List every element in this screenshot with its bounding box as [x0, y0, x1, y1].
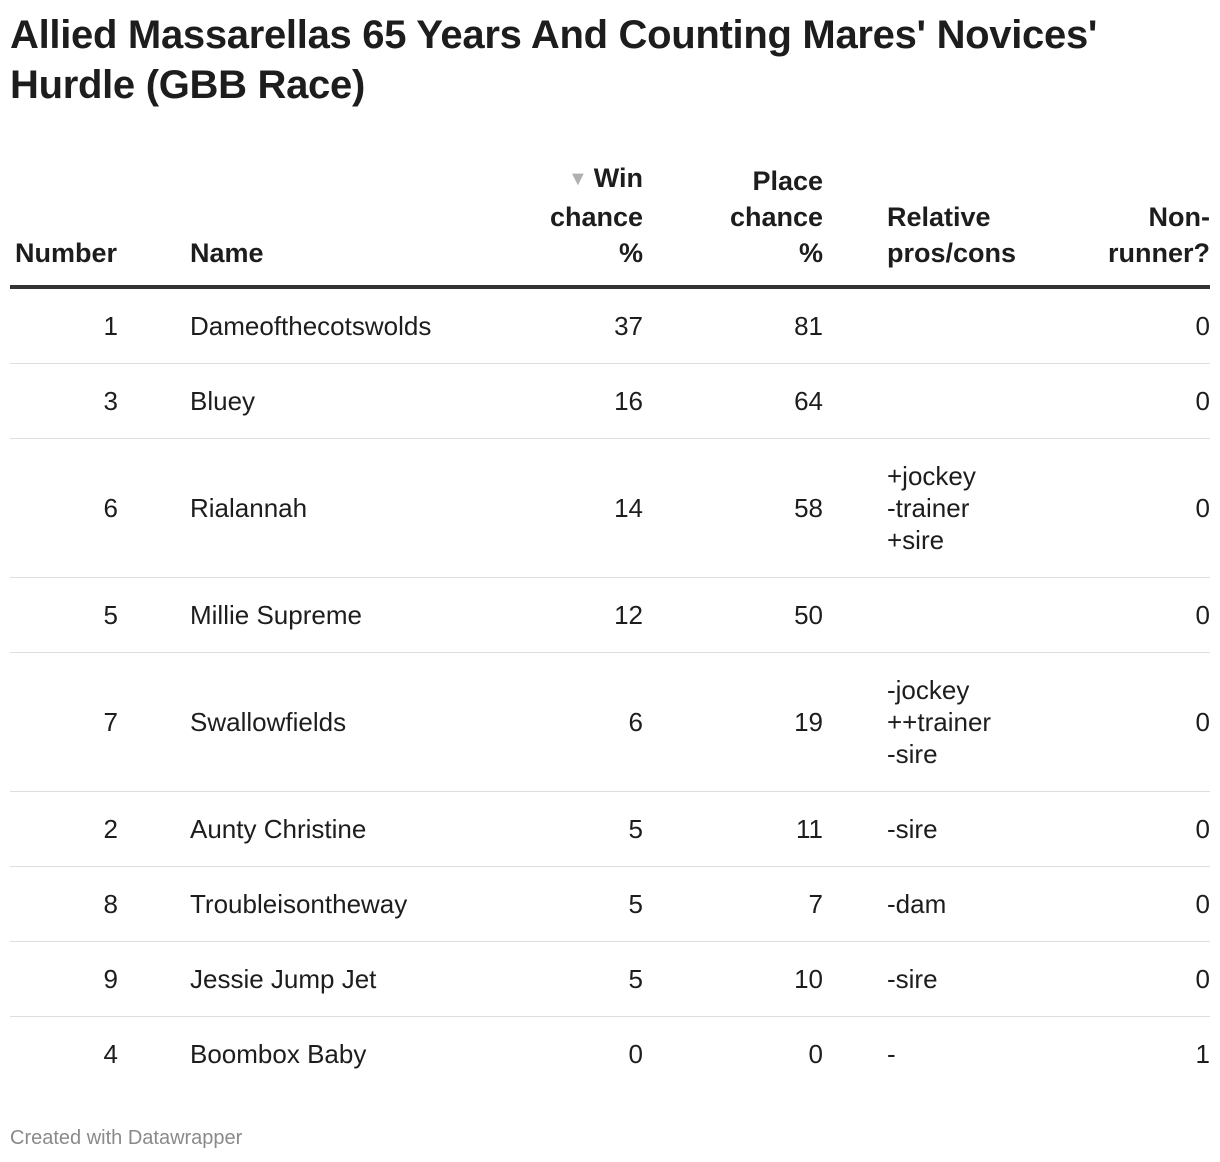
cell-number: 9: [10, 941, 126, 1017]
column-header-name[interactable]: Name: [126, 160, 418, 289]
cell-non-runner: 0: [1067, 791, 1210, 867]
cell-name: Jessie Jump Jet: [126, 941, 418, 1017]
cell-number: 8: [10, 866, 126, 942]
cell-win-chance: 5: [418, 791, 643, 867]
column-header-place-line2: chance: [729, 202, 823, 232]
cell-relative: -: [887, 1039, 896, 1069]
cell-relative: -sire: [823, 791, 1067, 867]
cell-relative: +jockey -trainer +sire: [823, 438, 1067, 578]
cell-non-runner: 0: [1067, 577, 1210, 653]
column-header-non-runner[interactable]: Non- runner?: [1067, 160, 1210, 289]
column-header-place-line1: Place: [752, 166, 823, 196]
table-row: 1 Dameofthecotswolds 37 81 0: [10, 287, 1210, 364]
cell-non-runner: 0: [1067, 363, 1210, 439]
cell-win-chance: 14: [418, 438, 643, 578]
column-header-number[interactable]: Number: [10, 160, 126, 289]
cell-place-chance: 10: [643, 941, 823, 1017]
column-header-win-chance[interactable]: ▼ Win chance %: [418, 160, 643, 289]
cell-win-chance: 0: [628, 1039, 643, 1069]
cell-relative: [823, 363, 1067, 439]
cell-place-chance: 19: [643, 652, 823, 792]
cell-place-chance: 81: [643, 287, 823, 364]
column-header-nonrunner-line1: Non-: [1148, 202, 1210, 232]
column-header-nonrunner-line2: runner?: [1107, 238, 1210, 268]
cell-name: Rialannah: [126, 438, 418, 578]
table-row: 5 Millie Supreme 12 50 0: [10, 577, 1210, 653]
cell-name: Bluey: [126, 363, 418, 439]
cell-number: 6: [10, 438, 126, 578]
cell-relative: -dam: [823, 866, 1067, 942]
cell-name: Swallowfields: [126, 652, 418, 792]
cell-place-chance: 11: [643, 791, 823, 867]
cell-non-runner: 1: [1195, 1039, 1210, 1069]
cell-number: 4: [103, 1039, 118, 1069]
cell-place-chance: 58: [643, 438, 823, 578]
column-header-place-line3: %: [798, 238, 823, 268]
column-header-relative-line1: Relative: [887, 202, 991, 232]
table-row: 8 Troubleisontheway 5 7 -dam 0: [10, 866, 1210, 942]
cell-number: 5: [10, 577, 126, 653]
cell-name: Millie Supreme: [126, 577, 418, 653]
chart-title: Allied Massarellas 65 Years And Counting…: [10, 13, 1098, 107]
sort-descending-icon: ▼: [567, 168, 588, 190]
cell-win-chance: 16: [418, 363, 643, 439]
cell-relative: [823, 287, 1067, 364]
cell-win-chance: 37: [418, 287, 643, 364]
cell-number: 2: [10, 791, 126, 867]
table-row: 6 Rialannah 14 58 +jockey -trainer +sire…: [10, 438, 1210, 578]
cell-relative: -jockey ++trainer -sire: [823, 652, 1067, 792]
cell-name: Aunty Christine: [126, 791, 418, 867]
table-row: 4 Boombox Baby 0 0 - 1: [10, 1017, 1210, 1092]
cell-relative: [823, 577, 1067, 653]
cell-non-runner: 0: [1067, 652, 1210, 792]
cell-number: 3: [10, 363, 126, 439]
table-header-row: Number Name ▼ Win chance % Place chance %…: [10, 160, 1210, 289]
column-header-name-label: Name: [190, 238, 264, 268]
column-header-win-line2: chance: [549, 202, 643, 232]
table-row: 2 Aunty Christine 5 11 -sire 0: [10, 791, 1210, 867]
cell-place-chance: 0: [808, 1039, 823, 1069]
cell-place-chance: 7: [643, 866, 823, 942]
cell-name: Boombox Baby: [190, 1039, 367, 1069]
results-table: Number Name ▼ Win chance % Place chance %…: [10, 160, 1210, 1091]
column-header-win-line3: %: [618, 238, 643, 268]
cell-win-chance: 6: [418, 652, 643, 792]
cell-non-runner: 0: [1067, 866, 1210, 942]
cell-number: 7: [10, 652, 126, 792]
cell-win-chance: 5: [418, 941, 643, 1017]
column-header-number-label: Number: [15, 238, 118, 268]
table-row: 7 Swallowfields 6 19 -jockey ++trainer -…: [10, 652, 1210, 792]
column-header-relative[interactable]: Relative pros/cons: [823, 160, 1067, 289]
cell-non-runner: 0: [1067, 941, 1210, 1017]
cell-place-chance: 50: [643, 577, 823, 653]
table-row: 9 Jessie Jump Jet 5 10 -sire 0: [10, 941, 1210, 1017]
cell-non-runner: 0: [1067, 438, 1210, 578]
cell-relative: -sire: [823, 941, 1067, 1017]
cell-name: Troubleisontheway: [126, 866, 418, 942]
cell-win-chance: 12: [418, 577, 643, 653]
column-header-win-line1: Win: [593, 163, 643, 193]
footer-credit[interactable]: Created with Datawrapper: [10, 1127, 243, 1149]
cell-number: 1: [10, 287, 126, 364]
cell-name: Dameofthecotswolds: [126, 287, 431, 364]
cell-non-runner: 0: [1067, 287, 1210, 364]
cell-place-chance: 64: [643, 363, 823, 439]
table-row: 3 Bluey 16 64 0: [10, 363, 1210, 439]
column-header-place-chance[interactable]: Place chance %: [643, 160, 823, 289]
cell-win-chance: 5: [418, 866, 643, 942]
column-header-relative-line2: pros/cons: [887, 238, 1017, 268]
